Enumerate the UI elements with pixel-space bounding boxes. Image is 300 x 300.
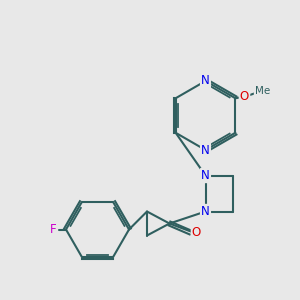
- Text: Me: Me: [255, 86, 270, 96]
- Text: F: F: [50, 223, 57, 236]
- Text: O: O: [240, 90, 249, 103]
- Text: N: N: [201, 169, 210, 182]
- Text: N: N: [201, 205, 210, 218]
- Text: O: O: [192, 226, 201, 239]
- Text: N: N: [201, 143, 210, 157]
- Text: N: N: [201, 74, 210, 88]
